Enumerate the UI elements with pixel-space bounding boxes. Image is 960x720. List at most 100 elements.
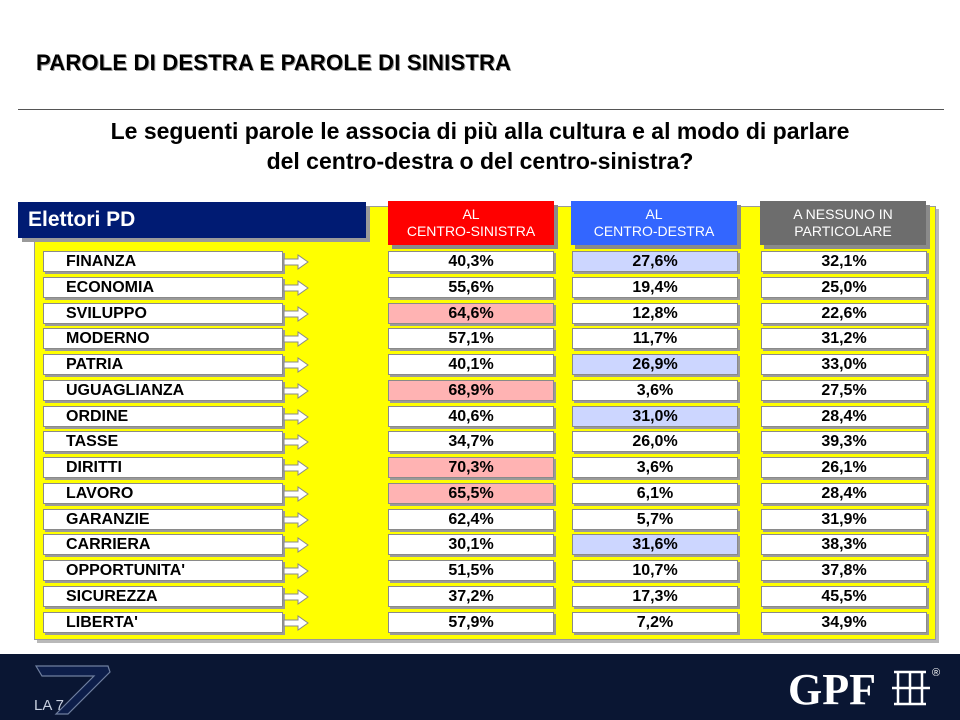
table-row: TASSE 34,7% 26,0% 39,3% [0,431,960,453]
arrow-right-icon [283,434,309,451]
row-label: SVILUPPO [43,302,283,324]
cell-centro-destra: 11,7% [572,328,738,350]
page-title: PAROLE DI DESTRA E PAROLE DI SINISTRA [36,50,512,75]
row-label: MODERNO [43,328,283,350]
row-label: UGUAGLIANZA [43,379,283,401]
title-divider [18,109,944,110]
cell-centro-sinistra: 68,9% [388,379,554,401]
row-label: ORDINE [43,405,283,427]
table-row: ORDINE 40,6% 31,0% 28,4% [0,405,960,428]
cell-nessuno: 34,9% [761,611,927,633]
row-label: PATRIA [43,354,283,375]
arrow-right-icon [283,382,309,399]
table-row: MODERNO 57,1% 11,7% 31,2% [0,328,960,350]
arrow-right-icon [283,460,309,476]
row-label: FINANZA [43,251,283,272]
row-label: OPPORTUNITA' [43,560,283,581]
survey-question: Le seguenti parole le associa di più all… [110,118,850,174]
cell-nessuno: 37,8% [761,560,927,581]
row-label: DIRITTI [43,457,283,478]
cell-nessuno: 39,3% [761,431,927,453]
group-label: Elettori PD [18,202,366,238]
cell-centro-destra: 19,4% [572,276,738,298]
cell-nessuno: 31,9% [761,508,927,530]
cell-nessuno: 31,2% [761,328,927,350]
table-row: SVILUPPO 64,6% 12,8% 22,6% [0,302,960,325]
row-label: SICUREZZA [43,585,283,607]
table-row: SICUREZZA 37,2% 17,3% 45,5% [0,585,960,608]
cell-centro-sinistra: 51,5% [388,560,554,581]
cell-centro-destra: 31,6% [572,534,738,556]
cell-centro-destra: 3,6% [572,457,738,478]
column-header-centro-sinistra: AL CENTRO-SINISTRA [388,201,554,245]
arrow-right-icon [283,563,309,579]
row-label: LAVORO [43,482,283,504]
column-header-nessuno: A NESSUNO IN PARTICOLARE [760,201,926,245]
arrow-right-icon [283,485,309,502]
la7-logo: LA 7 [34,665,111,715]
row-label: ECONOMIA [43,276,283,298]
cell-centro-destra: 17,3% [572,585,738,607]
arrow-right-icon [283,305,309,322]
table-row: CARRIERA 30,1% 31,6% 38,3% [0,534,960,556]
arrow-right-icon [283,511,309,528]
cell-centro-destra: 26,9% [572,354,738,375]
table-row: ECONOMIA 55,6% 19,4% 25,0% [0,276,960,299]
row-label: TASSE [43,431,283,453]
cell-nessuno: 28,4% [761,482,927,504]
cell-nessuno: 33,0% [761,354,927,375]
la7-logo-text: LA 7 [34,697,64,714]
cell-centro-sinistra: 70,3% [388,457,554,478]
table-row: DIRITTI 70,3% 3,6% 26,1% [0,457,960,479]
cell-centro-destra: 27,6% [572,251,738,272]
gpf-logo-text: GPF [788,665,876,712]
row-label: LIBERTA' [43,611,283,633]
cell-centro-sinistra: 37,2% [388,585,554,607]
cell-centro-sinistra: 57,1% [388,328,554,350]
cell-centro-destra: 5,7% [572,508,738,530]
cell-centro-sinistra: 57,9% [388,611,554,633]
cell-nessuno: 45,5% [761,585,927,607]
cell-centro-destra: 3,6% [572,379,738,401]
cell-centro-destra: 7,2% [572,611,738,633]
cell-nessuno: 32,1% [761,251,927,272]
table-row: PATRIA 40,1% 26,9% 33,0% [0,354,960,376]
arrow-right-icon [283,279,309,296]
registered-mark: ® [932,667,940,679]
table-row: GARANZIE 62,4% 5,7% 31,9% [0,508,960,531]
arrow-right-icon [283,254,309,270]
cell-centro-sinistra: 65,5% [388,482,554,504]
arrow-right-icon [283,357,309,373]
cell-centro-sinistra: 30,1% [388,534,554,556]
arrow-right-icon [283,331,309,348]
column-header-centro-destra: AL CENTRO-DESTRA [571,201,737,245]
arrow-right-icon [283,537,309,554]
cell-centro-sinistra: 40,1% [388,354,554,375]
cell-nessuno: 22,6% [761,302,927,324]
row-label: GARANZIE [43,508,283,530]
table-row: LIBERTA' 57,9% 7,2% 34,9% [0,611,960,634]
table-row: OPPORTUNITA' 51,5% 10,7% 37,8% [0,560,960,582]
arrow-right-icon [283,588,309,605]
table-row: UGUAGLIANZA 68,9% 3,6% 27,5% [0,379,960,402]
gpf-logo: GPF ® [786,662,950,712]
cell-centro-sinistra: 64,6% [388,302,554,324]
cell-nessuno: 27,5% [761,379,927,401]
cell-centro-destra: 31,0% [572,405,738,427]
row-label: CARRIERA [43,534,283,556]
arrow-right-icon [283,408,309,425]
table-row: LAVORO 65,5% 6,1% 28,4% [0,482,960,505]
cell-centro-sinistra: 34,7% [388,431,554,453]
cell-nessuno: 25,0% [761,276,927,298]
cell-centro-sinistra: 40,3% [388,251,554,272]
cell-nessuno: 26,1% [761,457,927,478]
arrow-right-icon [283,614,309,631]
cell-centro-sinistra: 62,4% [388,508,554,530]
cell-centro-destra: 10,7% [572,560,738,581]
table-row: FINANZA 40,3% 27,6% 32,1% [0,251,960,273]
cell-nessuno: 38,3% [761,534,927,556]
cell-centro-destra: 6,1% [572,482,738,504]
cell-centro-destra: 26,0% [572,431,738,453]
cell-centro-sinistra: 40,6% [388,405,554,427]
cell-centro-sinistra: 55,6% [388,276,554,298]
